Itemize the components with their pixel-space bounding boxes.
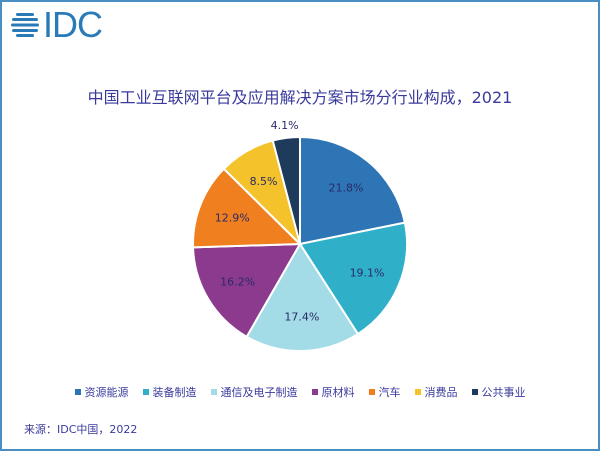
legend-swatch xyxy=(414,389,421,395)
pie-slice-5 xyxy=(192,167,303,249)
legend-label: 消费品 xyxy=(424,386,458,399)
pie-slice-2 xyxy=(298,221,408,336)
legend-swatch xyxy=(368,389,375,395)
legend-swatch xyxy=(311,389,318,395)
legend-label: 资源能源 xyxy=(84,386,129,399)
chart-title: 中国工业互联网平台及应用解决方案市场分行业构成，2021 xyxy=(87,88,513,107)
data-label: 21.8% xyxy=(329,182,364,195)
data-label: 16.2% xyxy=(220,275,255,288)
globe-icon xyxy=(11,13,39,37)
legend-item: 公共事业 xyxy=(471,384,526,400)
pie-slice-1 xyxy=(299,135,407,246)
legend-label: 装备制造 xyxy=(152,386,197,399)
pie-slice-7 xyxy=(271,135,301,245)
legend-item: 装备制造 xyxy=(142,384,197,400)
legend-item: 消费品 xyxy=(414,384,458,400)
legend-label: 通信及电子制造 xyxy=(220,386,298,399)
data-label: 19.1% xyxy=(350,266,385,279)
legend-swatch xyxy=(142,389,149,395)
legend-label: 原材料 xyxy=(321,386,355,399)
legend-swatch xyxy=(471,389,478,395)
legend-swatch xyxy=(210,389,217,395)
source-note: 来源：IDC中国，2022 xyxy=(24,423,138,436)
legend-item: 资源能源 xyxy=(74,384,129,400)
legend-item: 通信及电子制造 xyxy=(210,384,298,400)
data-label: 8.5% xyxy=(250,175,278,188)
pie-slice-3 xyxy=(245,242,360,352)
data-label: 4.1% xyxy=(271,119,299,132)
idc-logo: IDC xyxy=(10,4,103,45)
data-label: 12.9% xyxy=(215,211,250,224)
legend-label: 公共事业 xyxy=(481,386,526,399)
legend-swatch xyxy=(74,389,81,395)
pie-slice-4 xyxy=(192,242,302,339)
legend: 资源能源 装备制造 通信及电子制造 原材料 汽车 消费品 公共事业 xyxy=(0,384,600,400)
legend-item: 原材料 xyxy=(311,384,355,400)
legend-label: 汽车 xyxy=(378,386,401,399)
data-label: 17.4% xyxy=(284,311,319,324)
legend-item: 汽车 xyxy=(368,384,401,400)
logo-text: IDC xyxy=(43,4,103,45)
